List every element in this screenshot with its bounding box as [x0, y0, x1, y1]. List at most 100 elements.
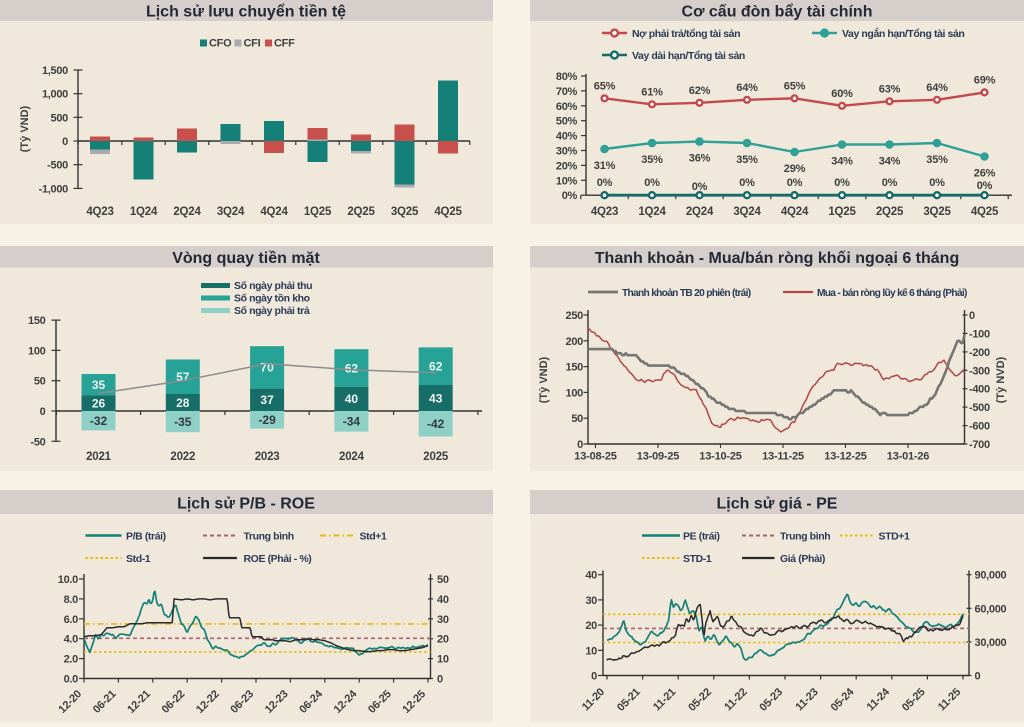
svg-text:ROE (Phải - %): ROE (Phải - %) [244, 553, 312, 565]
svg-text:2023: 2023 [255, 451, 280, 463]
svg-text:0%: 0% [597, 177, 613, 189]
svg-text:8.0: 8.0 [64, 594, 79, 606]
svg-text:20%: 20% [556, 160, 578, 172]
svg-text:3Q25: 3Q25 [391, 206, 419, 218]
svg-text:35%: 35% [736, 154, 758, 166]
svg-text:3Q24: 3Q24 [733, 206, 761, 218]
svg-text:0: 0 [62, 136, 68, 148]
svg-text:0%: 0% [882, 177, 898, 189]
svg-text:69%: 69% [974, 74, 996, 86]
svg-text:Nợ phải trả/tổng tài sản: Nợ phải trả/tổng tài sản [632, 28, 740, 40]
svg-text:34%: 34% [879, 156, 901, 168]
svg-text:Std-1: Std-1 [126, 553, 151, 565]
svg-text:0: 0 [577, 439, 583, 451]
svg-text:13-11-25: 13-11-25 [762, 451, 804, 463]
svg-text:35%: 35% [641, 154, 663, 166]
svg-text:250: 250 [566, 310, 584, 322]
svg-text:0%: 0% [562, 190, 578, 202]
svg-text:43: 43 [429, 391, 443, 405]
svg-text:150: 150 [28, 315, 46, 327]
svg-text:-300: -300 [969, 365, 990, 377]
svg-text:31%: 31% [594, 160, 616, 172]
svg-text:CFO: CFO [209, 38, 232, 50]
svg-text:80%: 80% [556, 71, 578, 83]
svg-text:-32: -32 [90, 414, 108, 428]
svg-text:Thanh khoản - Mua/bán ròng khố: Thanh khoản - Mua/bán ròng khối ngoại 6 … [595, 250, 959, 267]
svg-text:Vay ngắn hạn/Tổng tài sản: Vay ngắn hạn/Tổng tài sản [842, 27, 964, 40]
svg-text:30%: 30% [556, 146, 578, 158]
svg-text:26%: 26% [974, 168, 996, 180]
svg-text:Mua - bán ròng lũy kế 6 tháng: Mua - bán ròng lũy kế 6 tháng (Phải) [817, 287, 967, 299]
svg-text:0%: 0% [692, 181, 708, 193]
svg-text:30: 30 [437, 614, 449, 626]
svg-text:2022: 2022 [170, 451, 195, 463]
svg-text:35%: 35% [926, 154, 948, 166]
svg-text:60%: 60% [831, 88, 853, 100]
svg-text:1Q25: 1Q25 [828, 206, 856, 218]
svg-text:10: 10 [437, 654, 449, 666]
svg-text:-500: -500 [969, 402, 990, 414]
svg-text:13-01-26: 13-01-26 [887, 451, 930, 463]
svg-text:64%: 64% [736, 82, 758, 94]
svg-text:2021: 2021 [86, 451, 112, 463]
svg-text:65%: 65% [784, 80, 806, 92]
svg-text:0%: 0% [644, 177, 660, 189]
svg-text:40: 40 [585, 570, 597, 582]
svg-text:Trung bình: Trung bình [780, 531, 830, 543]
svg-text:50%: 50% [556, 116, 578, 128]
svg-text:13-08-25: 13-08-25 [574, 451, 617, 463]
svg-text:1Q24: 1Q24 [130, 206, 158, 218]
svg-text:50: 50 [34, 376, 46, 388]
svg-text:Giá (Phải): Giá (Phải) [780, 553, 825, 565]
svg-text:(Tỷ VND): (Tỷ VND) [538, 356, 550, 403]
svg-text:0%: 0% [977, 180, 993, 192]
svg-text:70%: 70% [556, 86, 578, 98]
svg-text:26: 26 [92, 396, 106, 410]
svg-text:4Q24: 4Q24 [260, 206, 288, 218]
svg-text:0: 0 [975, 671, 981, 683]
svg-text:60%: 60% [556, 101, 578, 113]
svg-text:Lịch sử P/B - ROE: Lịch sử P/B - ROE [177, 496, 315, 513]
svg-text:70: 70 [260, 361, 274, 375]
svg-text:63%: 63% [879, 83, 901, 95]
svg-text:0%: 0% [929, 177, 945, 189]
svg-text:1,000: 1,000 [42, 89, 68, 101]
svg-text:Lịch sử lưu chuyển tiền tệ: Lịch sử lưu chuyển tiền tệ [146, 3, 346, 21]
svg-text:-42: -42 [427, 417, 445, 431]
svg-text:34%: 34% [831, 156, 853, 168]
svg-text:2025: 2025 [423, 451, 449, 463]
svg-text:4Q23: 4Q23 [86, 206, 113, 218]
svg-text:-400: -400 [969, 384, 990, 396]
svg-text:20: 20 [585, 620, 597, 632]
svg-text:CFI: CFI [244, 38, 261, 50]
svg-text:10.0: 10.0 [58, 574, 78, 586]
svg-text:2.0: 2.0 [64, 654, 79, 666]
svg-text:0%: 0% [834, 177, 850, 189]
svg-text:Số ngày phải thu: Số ngày phải thu [234, 280, 312, 292]
svg-text:-34: -34 [343, 415, 361, 429]
svg-text:4Q25: 4Q25 [971, 206, 999, 218]
svg-text:PE (trái): PE (trái) [683, 531, 720, 543]
svg-text:62%: 62% [689, 85, 711, 97]
svg-text:Trung bình: Trung bình [244, 531, 294, 543]
svg-text:Std+1: Std+1 [360, 531, 387, 543]
svg-text:Số ngày phải trả: Số ngày phải trả [234, 305, 310, 317]
svg-text:3Q25: 3Q25 [923, 206, 951, 218]
svg-text:37: 37 [260, 393, 274, 407]
svg-text:Cơ cấu đòn bẩy tài chính: Cơ cấu đòn bẩy tài chính [682, 3, 873, 21]
svg-text:2Q24: 2Q24 [173, 206, 201, 218]
svg-text:2Q25: 2Q25 [876, 206, 904, 218]
svg-text:90,000: 90,000 [975, 570, 1007, 582]
svg-text:30: 30 [585, 595, 597, 607]
svg-text:50: 50 [437, 574, 449, 586]
svg-text:2Q24: 2Q24 [686, 206, 714, 218]
svg-text:40: 40 [345, 392, 359, 406]
svg-text:0%: 0% [787, 177, 803, 189]
svg-text:0: 0 [437, 674, 443, 686]
svg-text:Vòng quay tiền mặt: Vòng quay tiền mặt [172, 250, 320, 267]
svg-text:4.0: 4.0 [64, 634, 79, 646]
svg-text:13-09-25: 13-09-25 [637, 451, 680, 463]
svg-text:65%: 65% [594, 80, 616, 92]
svg-text:28: 28 [176, 396, 190, 410]
svg-text:13-12-25: 13-12-25 [824, 451, 867, 463]
